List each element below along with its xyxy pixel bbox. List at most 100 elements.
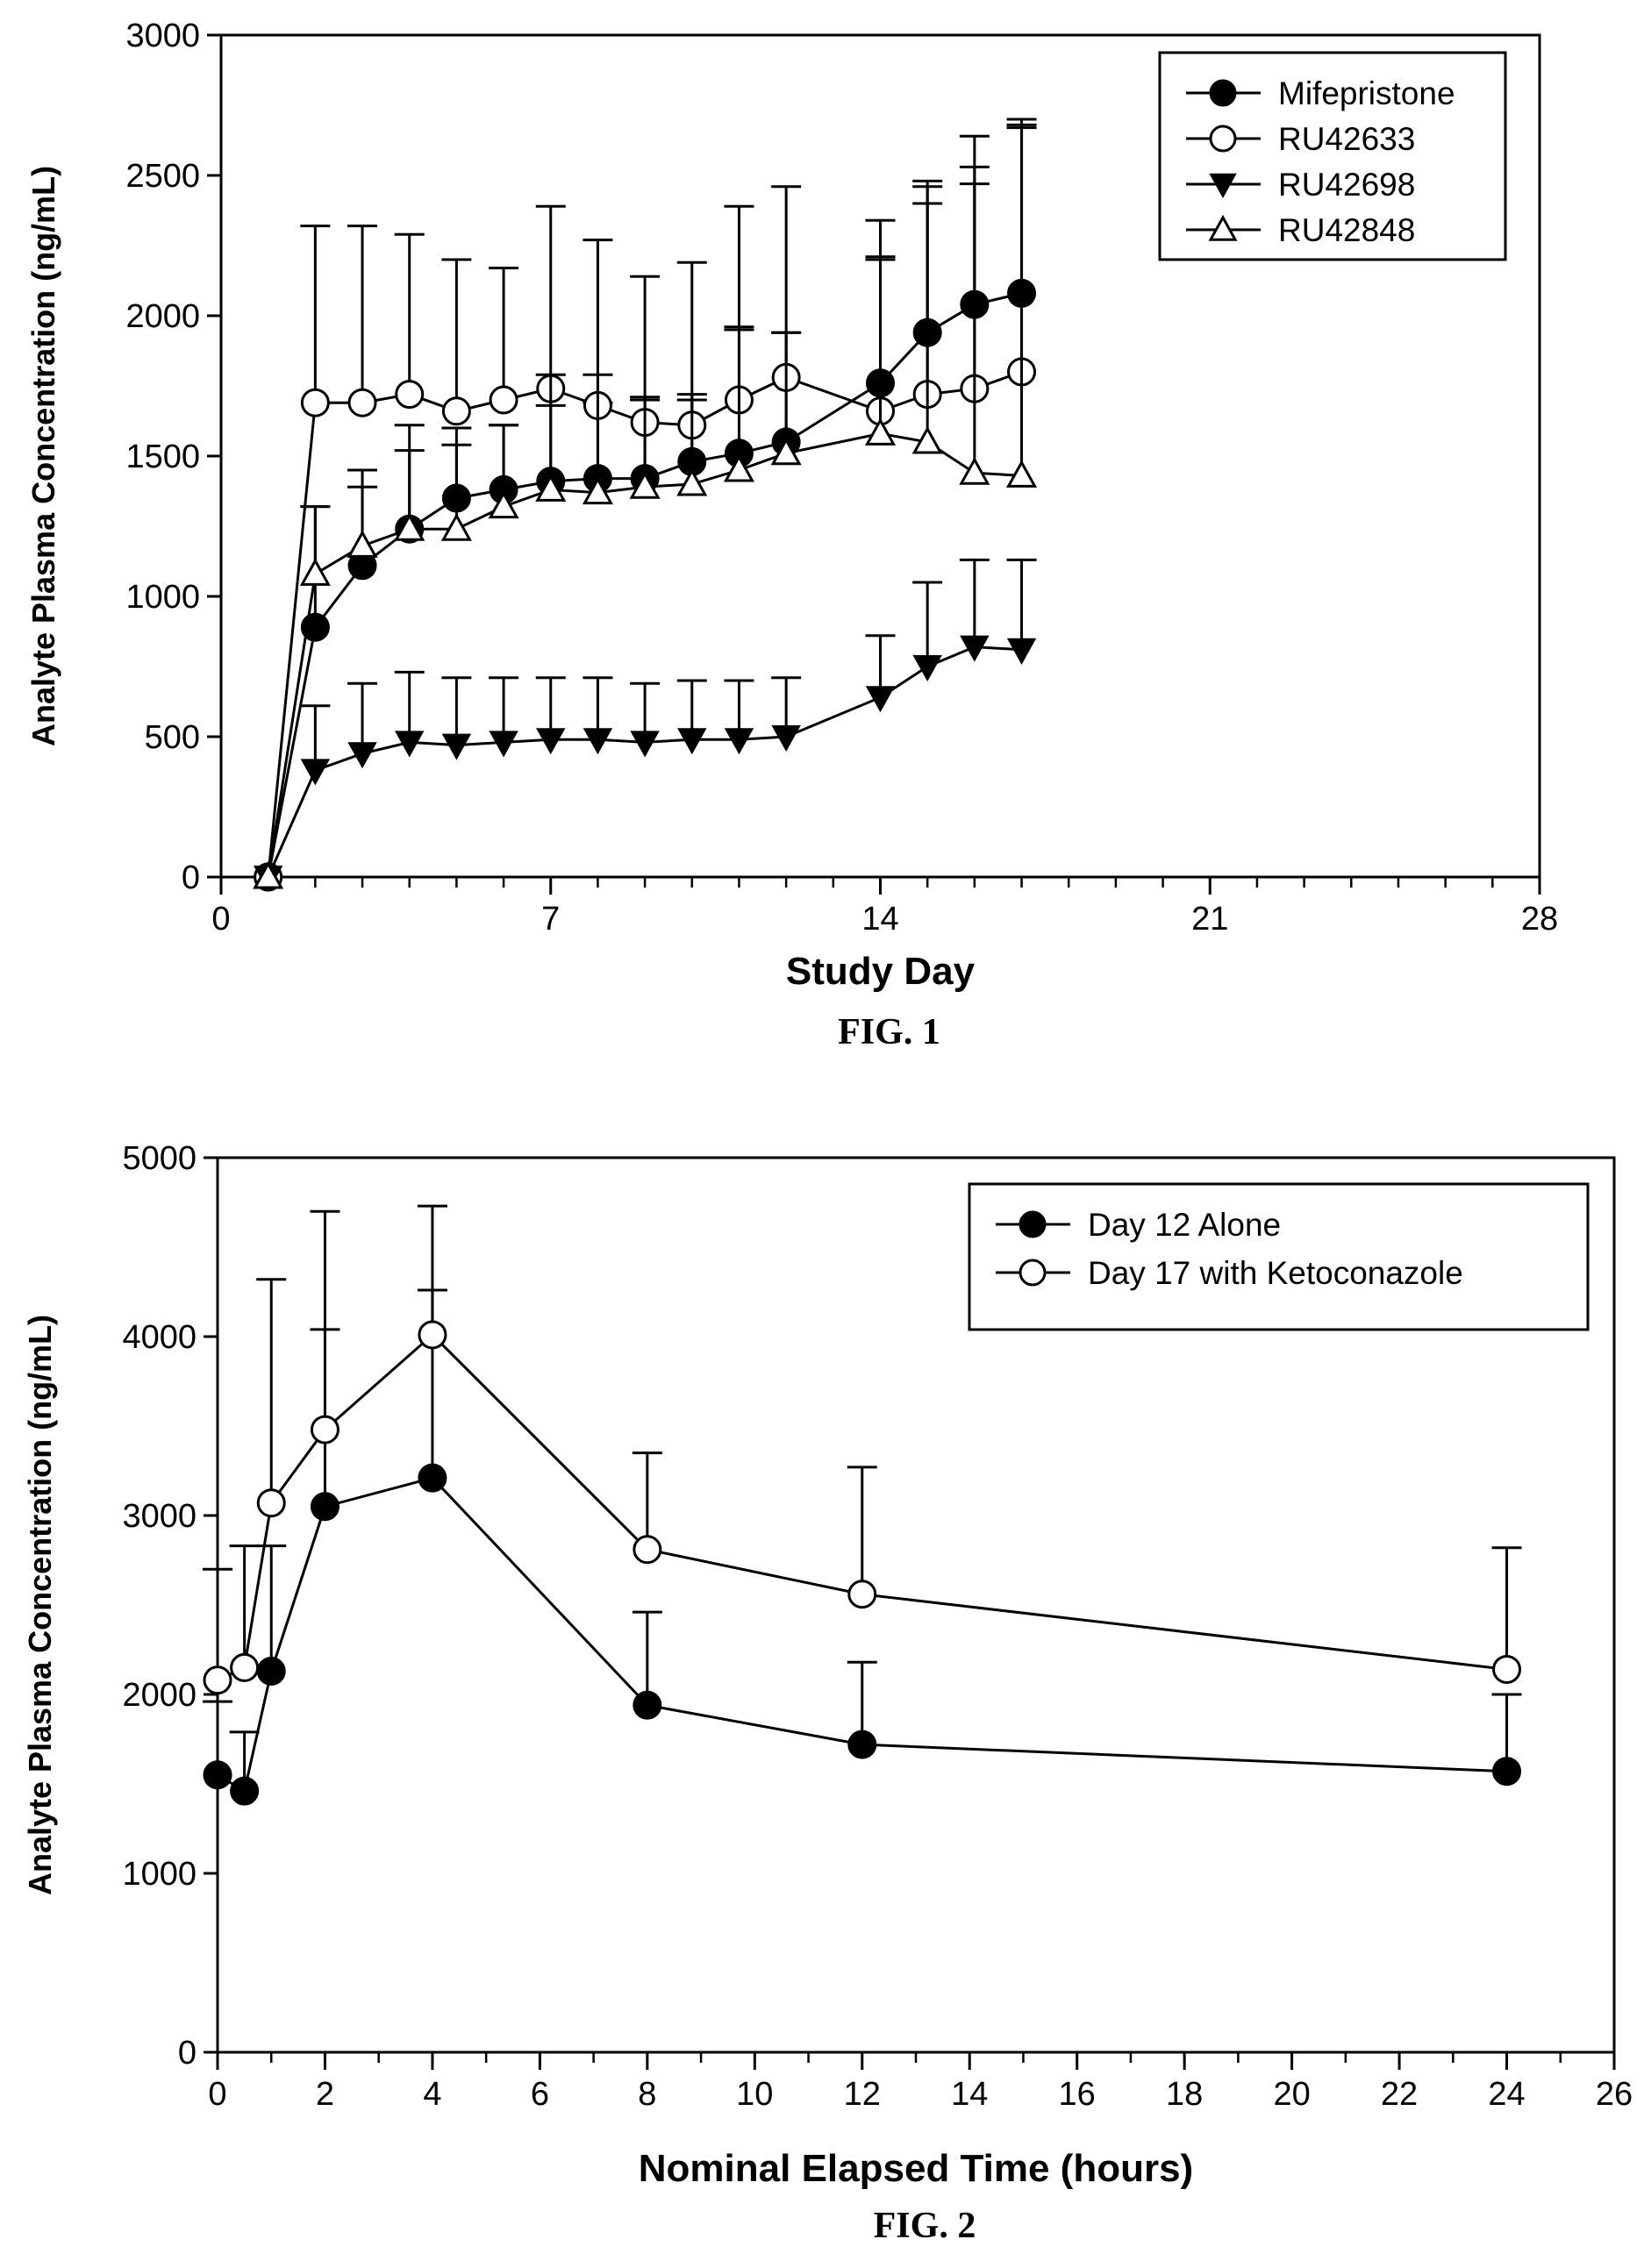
data-point [912, 655, 942, 682]
legend-label: Mifepristone [1278, 75, 1455, 111]
data-point [629, 471, 661, 499]
data-point [418, 1320, 447, 1350]
data-point [489, 731, 518, 758]
y-tick-label: 3000 [125, 18, 200, 54]
legend-marker-day-12-alone [1019, 1210, 1047, 1238]
legend-item-day-12-alone: Day 12 Alone [996, 1207, 1281, 1243]
data-point [847, 1580, 877, 1609]
legend-box [968, 1182, 1590, 1331]
legend-item-day-17-with-ketoconazole: Day 17 with Ketoconazole [996, 1255, 1463, 1291]
data-point [300, 388, 330, 417]
x-tick-label: 10 [736, 2076, 773, 2113]
series-day-17-with-ketoconazole [203, 1204, 1522, 1695]
data-point [771, 725, 801, 752]
chart-1: 0 500 1000 1500 2000 2500 3000 0 7 14 21 28 Study Da… [25, 18, 1558, 993]
legend: Mifepristone RU42633 RU42698 RU42848 [1158, 51, 1507, 261]
y-tick-label: 500 [145, 719, 200, 756]
data-point [583, 728, 613, 755]
data-point [347, 530, 378, 558]
legend-marker-ru42698 [1209, 173, 1237, 199]
data-point [630, 731, 660, 758]
x-tick-label: 28 [1521, 901, 1558, 938]
y-axis: 0 1000 2000 3000 4000 5000 [122, 1140, 218, 2072]
y-tick-label: 1500 [125, 439, 200, 475]
data-point [535, 474, 567, 502]
data-point [676, 467, 708, 496]
data-point [1492, 1757, 1522, 1787]
legend-item-ru42633: RU42633 [1186, 121, 1415, 157]
data-point [488, 490, 519, 519]
y-tick-label: 3000 [122, 1498, 197, 1535]
x-tick-label: 7 [541, 901, 560, 938]
x-tick-label: 16 [1059, 2076, 1096, 2113]
x-tick-label: 21 [1191, 901, 1228, 938]
y-tick-label: 2500 [125, 158, 200, 195]
x-tick-label: 4 [423, 2076, 441, 2113]
data-point [677, 728, 707, 755]
data-point [230, 1776, 260, 1806]
legend-marker-ru42848 [1208, 214, 1238, 241]
data-point [394, 513, 425, 541]
legend-item-mifepristone: Mifepristone [1186, 75, 1455, 111]
x-axis: 0 7 14 21 28 [211, 877, 1558, 938]
data-point [1006, 638, 1037, 665]
data-point [847, 1730, 877, 1759]
data-point [865, 686, 896, 713]
data-point [441, 396, 471, 426]
x-tick-label: 14 [951, 2076, 988, 2113]
legend: Day 12 Alone Day 17 with Ketoconazole [968, 1182, 1590, 1331]
x-tick-label: 8 [638, 2076, 656, 2113]
legend-item-ru42848: RU42848 [1186, 212, 1415, 248]
x-tick-label: 24 [1488, 2076, 1525, 2113]
data-point [911, 425, 943, 454]
data-point [1492, 1654, 1522, 1684]
legend-label: Day 17 with Ketoconazole [1088, 1255, 1463, 1291]
data-point [864, 417, 897, 446]
data-point [203, 1760, 232, 1790]
data-point [310, 1415, 340, 1444]
data-point [299, 558, 331, 586]
series-ru42698 [253, 558, 1037, 893]
x-tick-label: 18 [1166, 2076, 1203, 2113]
figure-caption: FIG. 1 [838, 1012, 940, 1052]
data-point [489, 385, 518, 415]
data-point [300, 759, 331, 786]
x-tick-label: 0 [208, 2076, 226, 2113]
x-tick-label: 22 [1381, 2076, 1418, 2113]
data-point [724, 728, 754, 755]
data-point [582, 476, 613, 505]
data-point [203, 1665, 232, 1695]
series-mifepristone [254, 123, 1037, 892]
y-tick-label: 1000 [125, 579, 200, 616]
y-tick-label: 1000 [122, 1856, 197, 1893]
legend-marker-ru42633 [1209, 125, 1237, 153]
series-line [267, 645, 1022, 878]
series-ru42848 [253, 126, 1038, 889]
series-day-12-alone [203, 1288, 1522, 1806]
legend-label: RU42698 [1278, 167, 1415, 203]
data-point [770, 437, 802, 466]
x-axis: 0 2 4 6 8 10 12 14 16 18 20 22 24 26 [208, 2052, 1633, 2113]
x-tick-label: 2 [316, 2076, 334, 2113]
y-axis: 0 500 1000 1500 2000 2500 3000 [125, 18, 221, 896]
series-line [217, 1476, 1507, 1794]
x-tick-label: 26 [1596, 2076, 1633, 2113]
data-point [253, 860, 284, 889]
series-line [217, 1332, 1507, 1682]
x-tick-label: 0 [211, 901, 230, 938]
data-point [633, 1535, 662, 1565]
x-tick-label: 14 [861, 901, 898, 938]
series-line [267, 431, 1022, 878]
y-tick-label: 0 [182, 859, 200, 896]
y-tick-label: 5000 [122, 1140, 197, 1177]
legend-label: Day 12 Alone [1088, 1207, 1281, 1243]
data-point [347, 388, 377, 417]
data-point [1005, 460, 1038, 488]
y-tick-label: 4000 [122, 1319, 197, 1356]
legend-marker-day-17-with-ketoconazole [1019, 1259, 1047, 1287]
figure-caption: FIG. 2 [874, 2206, 976, 2246]
data-point [347, 742, 377, 769]
data-point [230, 1652, 260, 1682]
y-tick-label: 2000 [125, 298, 200, 335]
